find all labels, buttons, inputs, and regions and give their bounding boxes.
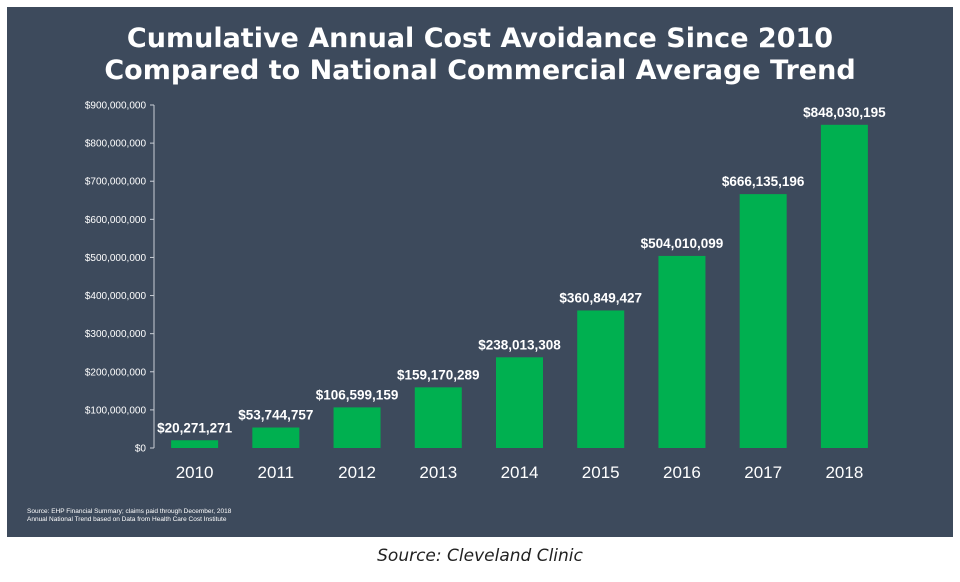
bar bbox=[496, 357, 543, 448]
data-label: $106,599,159 bbox=[316, 387, 399, 402]
x-tick-label: 2011 bbox=[258, 463, 295, 482]
chart-slide: Cumulative Annual Cost Avoidance Since 2… bbox=[7, 7, 953, 537]
y-tick-label: $200,000,000 bbox=[85, 367, 147, 378]
x-tick-label: 2016 bbox=[663, 463, 701, 482]
x-tick-label: 2015 bbox=[582, 463, 620, 482]
x-tick-label: 2017 bbox=[744, 463, 782, 482]
bar bbox=[820, 124, 868, 448]
footnote-source: Source: EHP Financial Summary; claims pa… bbox=[27, 508, 232, 515]
footnote-trend: Annual National Trend based on Data from… bbox=[27, 516, 227, 523]
y-tick-label: $300,000,000 bbox=[85, 329, 147, 340]
bar bbox=[739, 194, 787, 448]
bar bbox=[577, 310, 625, 448]
y-tick-label: $700,000,000 bbox=[85, 177, 147, 188]
data-label: $238,013,308 bbox=[478, 337, 561, 352]
data-label: $159,170,289 bbox=[397, 367, 480, 382]
x-tick-label: 2014 bbox=[501, 463, 539, 482]
bar bbox=[171, 440, 219, 448]
x-tick-label: 2010 bbox=[176, 463, 214, 482]
bar bbox=[414, 387, 462, 448]
data-label: $848,030,195 bbox=[803, 105, 886, 120]
data-label: $20,271,271 bbox=[157, 420, 233, 435]
y-tick-label: $0 bbox=[135, 444, 147, 455]
bar-chart: $0 $100,000,000 $200,000,000 $300,000,000 $4… bbox=[85, 101, 886, 483]
y-tick-label: $900,000,000 bbox=[85, 101, 147, 112]
data-label: $504,010,099 bbox=[641, 236, 724, 251]
x-tick-label: 2012 bbox=[338, 463, 376, 482]
chart-title: Cumulative Annual Cost Avoidance Since 2… bbox=[126, 23, 834, 54]
bar bbox=[333, 407, 381, 448]
y-tick-label: $100,000,000 bbox=[85, 405, 147, 416]
image-caption: Source: Cleveland Clinic bbox=[377, 546, 583, 566]
data-label: $53,744,757 bbox=[238, 408, 313, 423]
y-tick-label: $600,000,000 bbox=[85, 215, 147, 226]
y-tick-label: $500,000,000 bbox=[85, 253, 147, 264]
bar bbox=[252, 427, 300, 448]
bar bbox=[658, 255, 706, 448]
chart-subtitle: Compared to National Commercial Average … bbox=[104, 55, 856, 86]
x-tick-label: 2013 bbox=[419, 463, 457, 482]
x-tick-label: 2018 bbox=[825, 463, 863, 482]
y-tick-label: $400,000,000 bbox=[85, 291, 147, 302]
data-label: $360,849,427 bbox=[559, 290, 642, 305]
data-label: $666,135,196 bbox=[722, 174, 805, 189]
y-tick-label: $800,000,000 bbox=[85, 139, 147, 150]
